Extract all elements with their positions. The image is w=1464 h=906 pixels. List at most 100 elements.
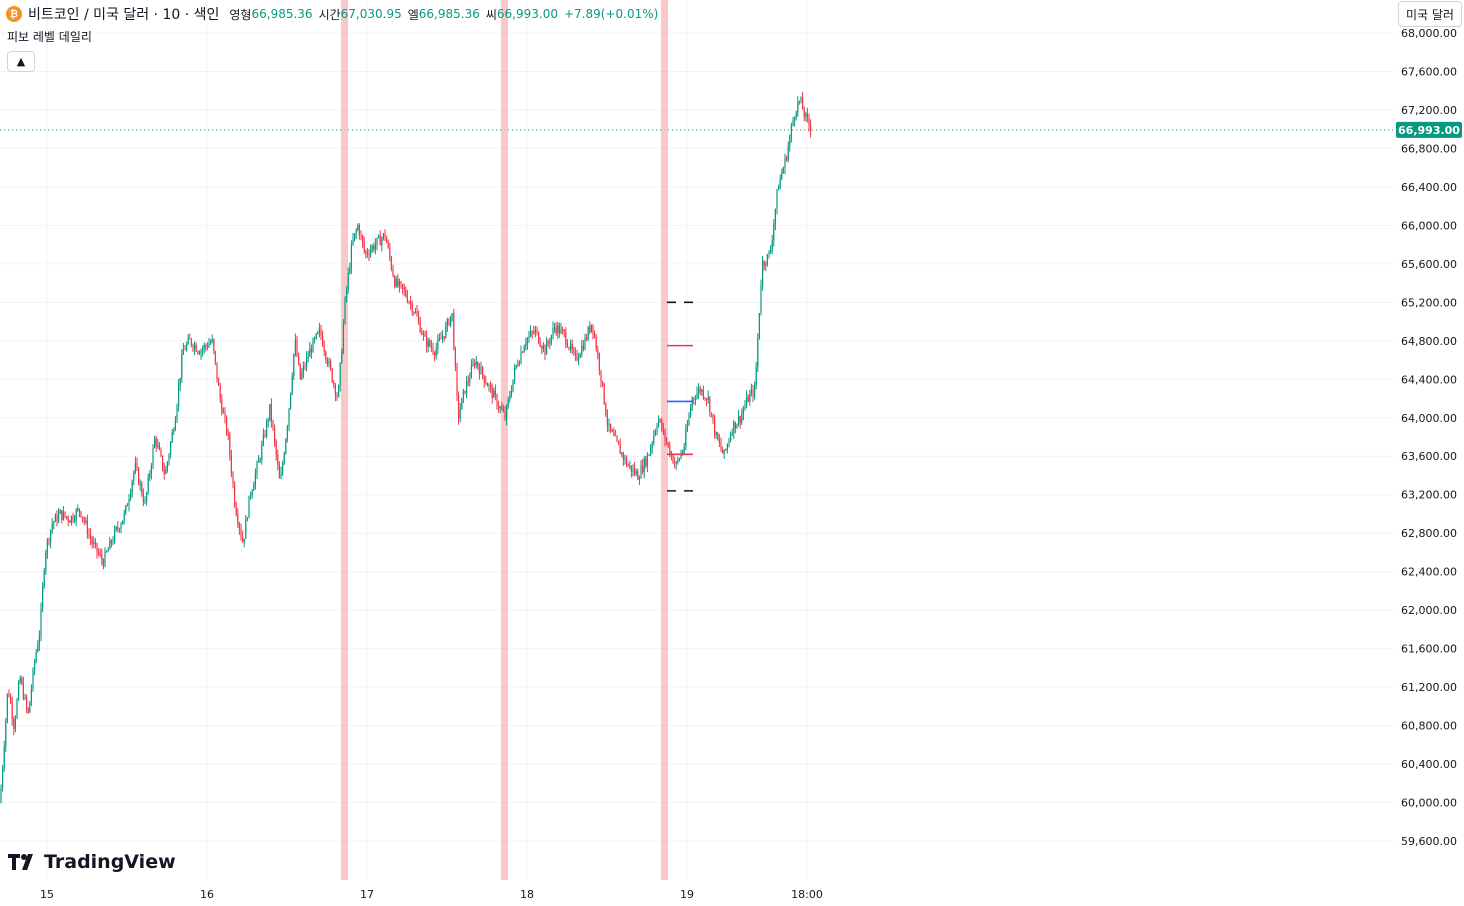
candle xyxy=(602,380,604,387)
candle xyxy=(24,693,26,701)
candle-body xyxy=(205,345,207,347)
candle-body xyxy=(330,361,332,369)
candle xyxy=(736,423,738,429)
candle-body xyxy=(66,516,68,518)
candle xyxy=(299,363,301,380)
candle-body xyxy=(797,102,799,114)
candle-body xyxy=(48,539,50,542)
candle xyxy=(749,389,751,406)
candle xyxy=(787,141,789,163)
candle-body xyxy=(227,433,229,435)
candle-body xyxy=(368,254,370,256)
symbol-title[interactable]: 비트코인 / 미국 달러 · 10 · 색인 xyxy=(28,7,220,23)
candle xyxy=(509,390,511,403)
candle-body xyxy=(122,520,124,525)
candle-body xyxy=(707,397,709,400)
candle xyxy=(642,458,644,475)
indicator-name[interactable]: 피보 레벨 데일리 xyxy=(7,30,92,44)
x-tick-label: 18:00 xyxy=(791,888,823,901)
candle xyxy=(34,658,36,676)
tradingview-logo[interactable]: TradingView xyxy=(8,850,176,874)
low-label: 엘 xyxy=(407,7,419,22)
candle-body xyxy=(728,440,730,445)
candle-body xyxy=(693,397,695,399)
candle-body xyxy=(606,415,608,426)
candle xyxy=(298,352,300,366)
candle xyxy=(202,345,204,357)
candle xyxy=(522,351,524,354)
candle xyxy=(565,327,567,349)
candle xyxy=(102,558,104,570)
candle-body xyxy=(352,239,354,245)
candle xyxy=(627,463,629,467)
candle-body xyxy=(752,389,754,397)
candle-body xyxy=(421,332,423,335)
candle xyxy=(733,419,735,440)
candle xyxy=(405,286,407,298)
bitcoin-icon: ₿ xyxy=(6,6,22,22)
candle xyxy=(45,549,47,575)
candle-body xyxy=(264,434,266,436)
candle xyxy=(93,536,95,548)
candle-body xyxy=(114,529,116,542)
price-axis[interactable]: 68,000.00 67,600.00 67,200.00 66,800.00 66,4… xyxy=(1396,27,1462,848)
candle-body xyxy=(50,530,52,542)
currency-button[interactable]: 미국 달러 xyxy=(1398,1,1462,27)
candle-body xyxy=(515,365,517,368)
candle xyxy=(603,382,605,405)
candle-body xyxy=(358,225,360,236)
candle-body xyxy=(152,447,154,466)
candle xyxy=(742,405,744,421)
collapse-button[interactable]: ▲ xyxy=(7,51,35,72)
candle xyxy=(147,473,149,495)
candle xyxy=(208,337,210,349)
candle-body xyxy=(102,560,104,567)
candle-body xyxy=(8,693,10,697)
candle xyxy=(149,470,151,482)
candle xyxy=(714,414,716,439)
y-tick-label: 66,000.00 xyxy=(1401,219,1457,232)
candle xyxy=(619,438,621,455)
candle xyxy=(550,334,552,346)
candle xyxy=(91,536,93,549)
candle xyxy=(370,244,372,258)
candle-body xyxy=(462,390,464,399)
candle-body xyxy=(94,542,96,544)
candle xyxy=(99,548,101,558)
candle-body xyxy=(650,447,652,455)
candle-body xyxy=(701,389,703,392)
candle xyxy=(725,448,727,452)
candle xyxy=(270,398,272,428)
candle-body xyxy=(147,477,149,493)
candle xyxy=(690,404,692,418)
candle xyxy=(165,465,167,475)
high-value: 67,030.95 xyxy=(340,7,402,21)
candle-body xyxy=(482,366,484,376)
candle-body xyxy=(448,319,450,326)
candle-body xyxy=(590,324,592,332)
candle-body xyxy=(24,697,26,699)
candle xyxy=(382,232,384,241)
candle-body xyxy=(466,381,468,394)
candle-body xyxy=(616,436,618,441)
candle-body xyxy=(38,635,40,646)
candle xyxy=(578,352,580,366)
candle-body xyxy=(582,345,584,350)
candle-body xyxy=(323,345,325,352)
candle-body xyxy=(410,302,412,304)
candle-body xyxy=(160,449,162,456)
candle-body xyxy=(123,512,125,521)
candle xyxy=(278,461,280,479)
candle xyxy=(374,238,376,255)
candle-body xyxy=(2,767,4,789)
candle-body xyxy=(110,540,112,544)
candle xyxy=(256,460,258,480)
candle xyxy=(530,325,532,338)
candle xyxy=(699,385,701,396)
candle xyxy=(557,321,559,340)
x-tick-label: 16 xyxy=(200,888,214,901)
chevron-up-icon: ▲ xyxy=(16,55,26,68)
y-tick-label: 60,400.00 xyxy=(1401,758,1457,771)
time-axis[interactable]: 15 16 17 18 19 18:00 xyxy=(40,888,823,901)
